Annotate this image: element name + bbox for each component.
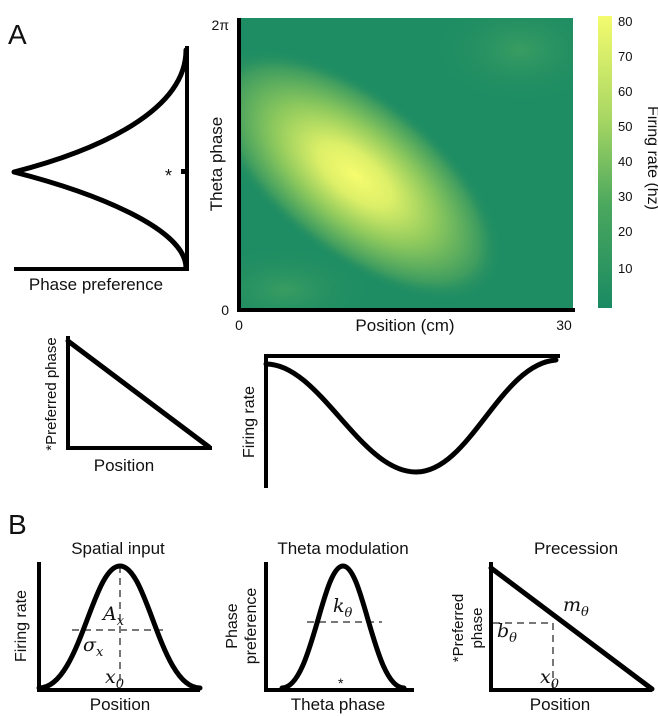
spatial-input-sigma: σx bbox=[83, 634, 104, 660]
spatial-input-plot: Spatial input Ax σx x0 Firing rate Posit… bbox=[13, 539, 203, 714]
heatmap-firing-field bbox=[240, 49, 502, 301]
precession-xlabel: Position bbox=[530, 695, 590, 714]
firing-rate-plot: Firing rate bbox=[241, 354, 560, 488]
theta-modulation-curve bbox=[279, 563, 407, 691]
precession-ylabel-line2: phase bbox=[469, 608, 486, 649]
preferred-phase-xlabel: Position bbox=[94, 456, 154, 475]
phase-preference-plot: * Phase preference bbox=[11, 46, 189, 294]
heatmap-x-tick-right: 30 bbox=[556, 317, 572, 333]
panel-label-b: B bbox=[8, 509, 27, 540]
theta-modulation-ylabel-line2: preference bbox=[243, 588, 260, 665]
precession-intercept: bθ bbox=[497, 620, 517, 646]
theta-modulation-ylabel-line1: Phase bbox=[224, 603, 241, 648]
panel-label-a: A bbox=[8, 19, 27, 50]
colorbar-label: Firing rate (hz) bbox=[644, 106, 658, 210]
theta-modulation-plot: Theta modulation kθ * Phase preference T… bbox=[224, 539, 414, 714]
colorbar-gradient bbox=[598, 16, 612, 308]
heatmap-y-tick-bottom: 0 bbox=[221, 302, 229, 318]
colorbar-tick-70: 70 bbox=[618, 49, 632, 64]
theta-modulation-title: Theta modulation bbox=[277, 539, 408, 558]
precession-title: Precession bbox=[534, 539, 618, 558]
phase-preference-tick bbox=[181, 169, 189, 174]
spatial-input-title: Spatial input bbox=[71, 539, 165, 558]
firing-rate-ylabel: Firing rate bbox=[241, 386, 258, 458]
precession-plot: Precession mθ bθ x0 *Preferred phase Pos… bbox=[450, 539, 655, 714]
heatmap-faint-blob-top bbox=[430, 18, 573, 105]
spatial-input-ylabel: Firing rate bbox=[13, 590, 30, 662]
spatial-input-amplitude: Ax bbox=[101, 603, 125, 629]
colorbar-tick-40: 40 bbox=[618, 154, 632, 169]
precession-center: x0 bbox=[540, 666, 559, 692]
precession-line bbox=[488, 565, 655, 692]
colorbar-tick-10: 10 bbox=[618, 261, 632, 276]
colorbar-tick-80: 80 bbox=[618, 14, 632, 29]
phase-preference-curve bbox=[11, 47, 189, 271]
firing-rate-curve bbox=[263, 357, 559, 475]
preferred-phase-plot: *Preferred phase Position bbox=[43, 336, 212, 475]
colorbar-tick-30: 30 bbox=[618, 189, 632, 204]
preferred-phase-ylabel: *Preferred phase bbox=[43, 337, 60, 450]
precession-ylabel-line1: *Preferred bbox=[450, 594, 467, 662]
phase-preference-marker: * bbox=[165, 166, 172, 186]
spatial-input-center: x0 bbox=[105, 666, 124, 692]
heatmap-y-tick-top: 2π bbox=[212, 17, 230, 33]
heatmap-x-tick-left: 0 bbox=[235, 317, 243, 333]
heatmap: 2π 0 0 30 Position (cm) Theta phase bbox=[207, 17, 575, 335]
theta-modulation-marker: * bbox=[338, 675, 344, 691]
colorbar-ticks: 80 70 60 50 40 30 20 10 bbox=[618, 14, 632, 276]
spatial-input-xlabel: Position bbox=[90, 695, 150, 714]
heatmap-ylabel: Theta phase bbox=[207, 117, 226, 212]
theta-modulation-xlabel: Theta phase bbox=[291, 695, 386, 714]
heatmap-xlabel: Position (cm) bbox=[355, 316, 454, 335]
spatial-input-curve bbox=[36, 563, 203, 691]
phase-preference-label: Phase preference bbox=[29, 275, 163, 294]
colorbar: 80 70 60 50 40 30 20 10 Firing rate (hz) bbox=[598, 14, 658, 308]
heatmap-field bbox=[240, 18, 573, 308]
precession-slope: mθ bbox=[563, 594, 589, 620]
theta-modulation-k: kθ bbox=[333, 595, 353, 621]
preferred-phase-line bbox=[65, 338, 212, 450]
colorbar-tick-60: 60 bbox=[618, 84, 632, 99]
colorbar-tick-20: 20 bbox=[618, 224, 632, 239]
colorbar-tick-50: 50 bbox=[618, 119, 632, 134]
